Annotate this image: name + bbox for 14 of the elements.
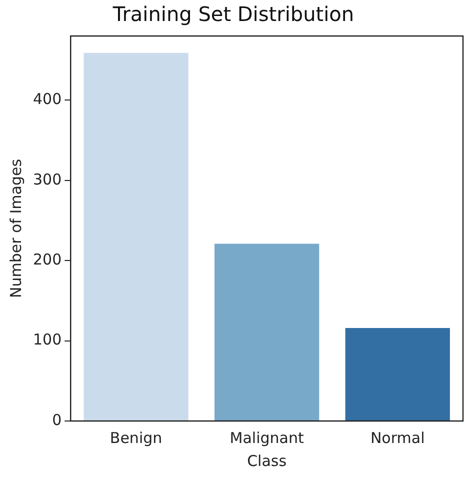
bar xyxy=(345,328,450,420)
y-tick-label: 400 xyxy=(32,90,62,108)
chart-title: Training Set Distribution xyxy=(112,2,354,26)
bar xyxy=(214,244,320,420)
x-axis-title: Class xyxy=(247,452,287,470)
y-axis-title: Number of Images xyxy=(6,158,25,298)
y-tick-label: 200 xyxy=(32,250,62,268)
y-tick-label: 300 xyxy=(32,170,62,188)
x-tick-label: Normal xyxy=(370,428,425,447)
bar xyxy=(84,52,188,420)
y-tick-label: 100 xyxy=(32,330,62,349)
x-tick-label: Benign xyxy=(110,428,162,447)
y-tick-label: 0 xyxy=(52,410,62,429)
x-tick-label: Malignant xyxy=(230,428,304,447)
